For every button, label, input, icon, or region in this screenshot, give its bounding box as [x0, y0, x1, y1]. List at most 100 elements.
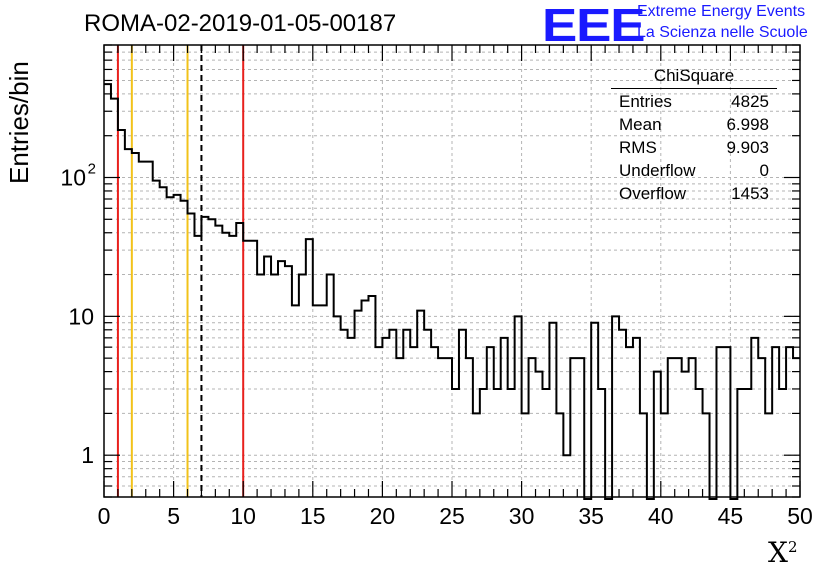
histogram-bin: [278, 261, 285, 497]
stats-value: 6.998: [726, 115, 769, 134]
chart-title: ROMA-02-2019-01-05-00187: [84, 10, 397, 37]
eee-logo: EEE: [542, 0, 646, 51]
histogram-bin: [501, 338, 508, 497]
stats-row: Overflow 1453: [611, 184, 777, 207]
histogram-bin: [146, 162, 153, 497]
histogram-bin: [403, 330, 410, 497]
stats-label: Entries: [619, 92, 672, 111]
histogram-bin: [222, 233, 229, 497]
histogram-bin: [716, 347, 723, 497]
histogram-bin: [487, 347, 494, 497]
histogram-bin: [556, 413, 563, 497]
histogram-bin: [536, 372, 543, 497]
stats-row: Underflow 0: [611, 161, 777, 184]
x-tick-label: 50: [787, 503, 813, 529]
histogram-bin: [375, 347, 382, 497]
stats-value: 1453: [731, 184, 769, 203]
x-tick-label: 10: [230, 503, 256, 529]
histogram-bin: [201, 217, 208, 497]
histogram-bin: [174, 195, 181, 497]
x-tick-label: 5: [167, 503, 180, 529]
histogram-bin: [236, 223, 243, 497]
histogram-bin: [341, 330, 348, 497]
histogram-bin: [355, 311, 362, 497]
stats-box: ChiSquare Entries 4825 Mean 6.998 RMS 9.903…: [611, 66, 777, 207]
histogram-bin: [751, 338, 758, 497]
histogram-bin: [744, 389, 751, 497]
stats-value: 0: [759, 161, 769, 180]
histogram-bin: [529, 358, 536, 497]
histogram-bin: [167, 197, 174, 497]
histogram-bin: [473, 413, 480, 497]
y-tick-label: 10: [68, 303, 94, 329]
histogram-bin: [118, 130, 125, 497]
stats-value: 4825: [731, 92, 769, 111]
axis-ticks: [103, 44, 801, 498]
histogram-bin: [306, 239, 313, 497]
histogram-series: [104, 83, 800, 500]
histogram-bin: [160, 187, 167, 497]
histogram-bin: [682, 372, 689, 497]
histogram-bin: [194, 236, 201, 497]
histogram-bin: [668, 358, 675, 497]
y-tick-label-exponent: 2: [88, 160, 96, 177]
stats-title: ChiSquare: [611, 66, 777, 89]
histogram-bin: [654, 372, 661, 497]
histogram-bin: [515, 316, 522, 497]
histogram-bin: [368, 296, 375, 497]
histogram-bin: [424, 330, 431, 497]
histogram-bin: [313, 305, 320, 497]
histogram-bin: [320, 305, 327, 497]
histogram-bin: [577, 358, 584, 497]
stats-row: RMS 9.903: [611, 138, 777, 161]
x-tick-label: 35: [578, 503, 604, 529]
histogram-bin: [153, 181, 160, 497]
histogram-bin: [452, 389, 459, 497]
stats-value: 9.903: [726, 138, 769, 157]
histogram-bin: [508, 389, 515, 497]
histogram-bin: [348, 338, 355, 497]
histogram-bin: [723, 347, 730, 497]
histogram-bin: [327, 275, 334, 497]
histogram-bin: [480, 389, 487, 497]
histogram-bin: [549, 323, 556, 497]
logo-line-2: La Scienza nelle Scuole: [637, 24, 808, 41]
histogram-bin: [494, 389, 501, 497]
stats-label: RMS: [619, 138, 657, 157]
x-tick-label: 20: [370, 503, 396, 529]
histogram-bin: [139, 162, 146, 497]
x-tick-label: 25: [439, 503, 465, 529]
histogram-bin: [772, 347, 779, 497]
histogram-bin: [389, 330, 396, 497]
histogram-bin: [243, 241, 250, 497]
stats-label: Underflow: [619, 161, 696, 180]
histogram-bin: [661, 413, 668, 497]
histogram-bin: [765, 413, 772, 497]
histogram-bin: [264, 256, 271, 497]
histogram-bin: [250, 241, 257, 497]
histogram-bin: [563, 455, 570, 497]
stats-label: Mean: [619, 115, 662, 134]
stats-label: Overflow: [619, 184, 687, 203]
histogram-bin: [786, 347, 793, 497]
y-tick-label: 10: [60, 164, 86, 190]
histogram-bin: [271, 275, 278, 497]
histogram-bin: [633, 338, 640, 497]
histogram-bin: [334, 316, 341, 497]
histogram-bin: [299, 275, 306, 497]
histogram-bin: [696, 389, 703, 497]
x-axis-label: X2: [768, 536, 798, 569]
histogram-bin: [445, 358, 452, 497]
histogram-bin: [522, 413, 529, 497]
histogram-bin: [438, 358, 445, 497]
histogram-bin: [591, 323, 598, 497]
histogram-bin: [779, 389, 786, 497]
stats-row: Mean 6.998: [611, 115, 777, 138]
histogram-bin: [570, 358, 577, 497]
histogram-bin: [466, 358, 473, 497]
x-tick-label: 30: [509, 503, 535, 529]
histogram-bin: [125, 149, 132, 497]
histogram-bin: [417, 311, 424, 497]
